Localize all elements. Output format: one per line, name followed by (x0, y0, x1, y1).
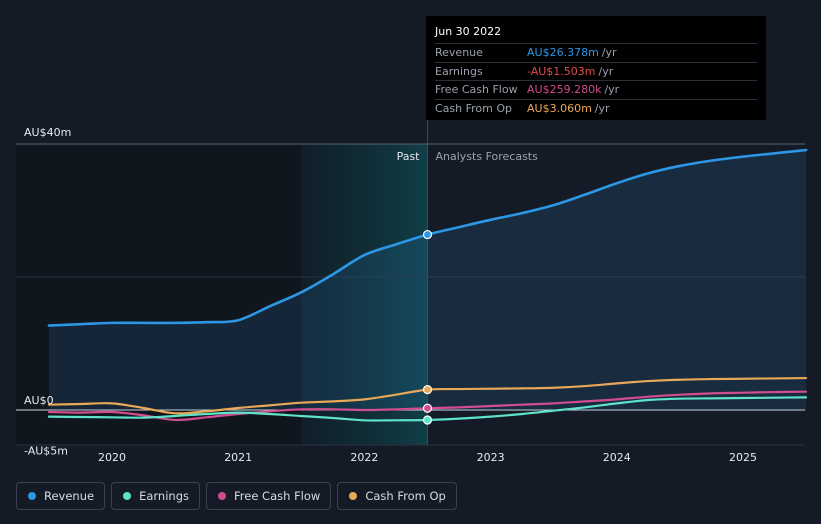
legend-item-cash-from-op[interactable]: Cash From Op (337, 482, 457, 510)
earnings-hover-point (422, 415, 433, 425)
tooltip-label: Earnings (435, 64, 483, 78)
x-tick-label: 2024 (603, 451, 631, 464)
legend-dot-icon (218, 492, 226, 500)
tooltip-row: Cash From Op AU$3.060m /yr (435, 98, 757, 118)
tooltip-row: Free Cash Flow AU$259.280k /yr (435, 80, 757, 99)
x-tick-label: 2020 (98, 451, 126, 464)
x-tick-label: 2022 (350, 451, 378, 464)
legend-label: Cash From Op (365, 489, 446, 503)
legend-label: Free Cash Flow (234, 489, 321, 503)
tooltip-value: AU$26.378m (527, 46, 599, 60)
y-tick-label: AU$40m (24, 126, 71, 139)
legend-label: Earnings (139, 489, 189, 503)
tooltip-row: Revenue AU$26.378m /yr (435, 43, 757, 62)
highlight-shade (301, 144, 428, 445)
legend-dot-icon (123, 492, 132, 500)
tooltip-label: Revenue (435, 46, 483, 60)
free-cash-flow-hover-point (422, 403, 433, 413)
legend-dot-icon (349, 492, 358, 500)
legend-dot-icon (28, 492, 36, 500)
forecast-label: Analysts Forecasts (436, 150, 539, 163)
cash-from-op-hover-point (422, 385, 433, 395)
legend-label: Revenue (44, 489, 95, 503)
y-tick-label: -AU$5m (24, 444, 68, 457)
tooltip-unit: /yr (594, 101, 610, 115)
tooltip-row: Earnings -AU$1.503m /yr (435, 61, 757, 81)
tooltip: Jun 30 2022 Revenue AU$26.378m /yr Earni… (426, 16, 766, 120)
tooltip-label: Free Cash Flow (435, 83, 518, 97)
legend: Revenue Earnings Free Cash Flow Cash Fro… (16, 482, 457, 510)
revenue-hover-point (422, 229, 433, 240)
tooltip-value: AU$3.060m (527, 101, 592, 115)
tooltip-date: Jun 30 2022 (435, 25, 502, 38)
legend-item-revenue[interactable]: Revenue (16, 482, 106, 510)
x-tick-label: 2023 (477, 451, 505, 464)
past-label: Past (397, 150, 421, 163)
tooltip-value: AU$259.280k (527, 83, 602, 97)
x-tick-label: 2021 (224, 451, 252, 464)
tooltip-unit: /yr (598, 64, 614, 78)
x-tick-label: 2025 (729, 451, 757, 464)
y-tick-label: AU$0 (24, 394, 54, 407)
tooltip-unit: /yr (601, 46, 617, 60)
tooltip-label: Cash From Op (435, 101, 513, 115)
tooltip-unit: /yr (604, 83, 620, 97)
legend-item-earnings[interactable]: Earnings (111, 482, 200, 510)
tooltip-value: -AU$1.503m (527, 64, 596, 78)
legend-item-free-cash-flow[interactable]: Free Cash Flow (206, 482, 332, 510)
